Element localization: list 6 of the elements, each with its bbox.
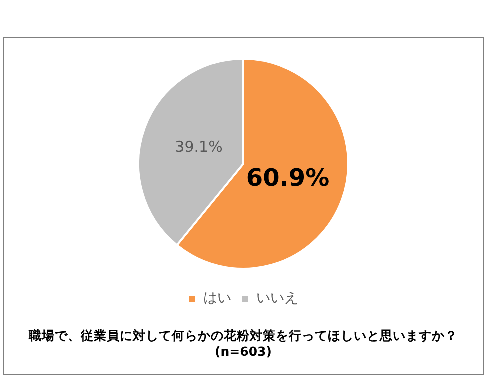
legend-label: いいえ: [256, 290, 298, 307]
legend-label: はい: [204, 290, 232, 307]
text: (n=603): [214, 344, 273, 360]
data-label: 39.1%: [175, 138, 223, 156]
text: 職場で、従業員に対して何らかの花粉対策を行ってほしいと思いますか？: [28, 328, 459, 344]
data-label: 60.9%: [246, 164, 330, 192]
